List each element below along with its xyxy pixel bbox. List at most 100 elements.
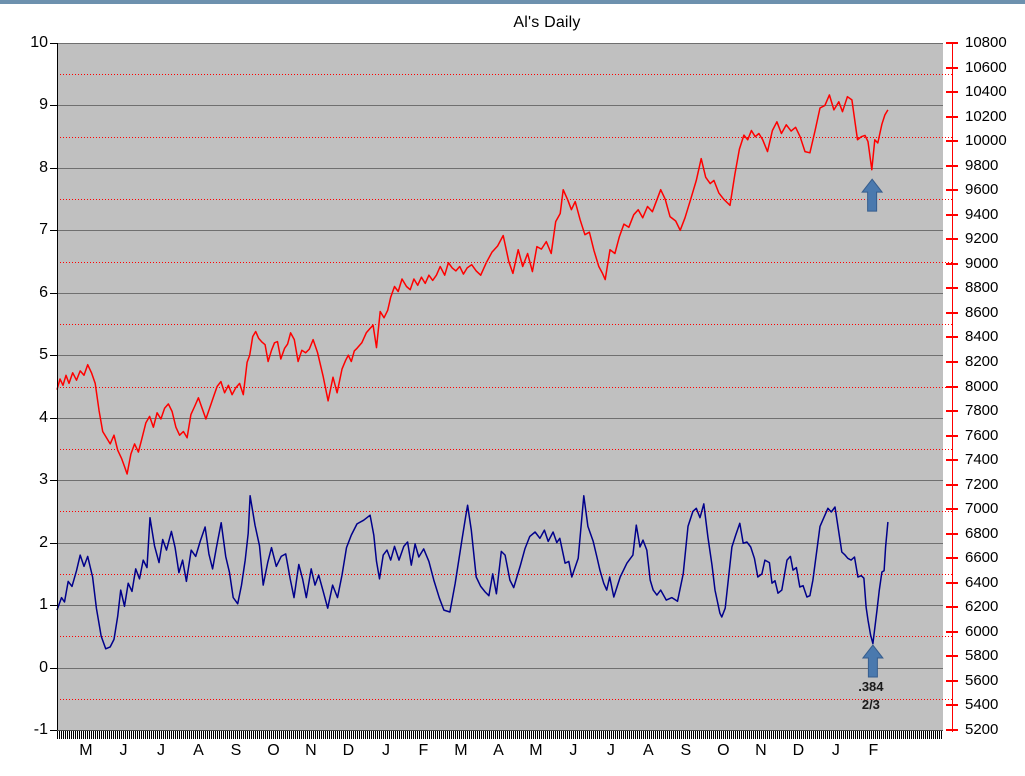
right-axis-tick [946,115,958,118]
series-layer: .384 2/3 [56,94,889,712]
x-axis-month-label: A [193,742,204,759]
left-axis-tick-label: 2 [39,533,48,551]
right-axis-tick [946,557,958,560]
left-axis-tick [50,605,57,607]
x-axis-month-label: F [868,742,879,759]
right-axis-tick-label: 8400 [965,328,999,346]
left-axis-tick-label: 3 [39,471,48,489]
x-axis-month-label: J [569,742,578,759]
x-axis-month-label: J [381,742,390,759]
right-axis-tick [946,91,958,94]
right-axis-tick-label: 6600 [965,549,999,567]
chart-title: Al's Daily [513,14,581,31]
right-axis-tick-label: 8200 [965,352,999,370]
right-axis-tick [946,213,958,216]
right-axis-tick [946,360,958,363]
right-axis-tick [946,532,958,535]
left-axis-tick [50,43,57,44]
price-series-line [56,94,889,475]
x-axis-month-label: J [156,742,165,759]
right-axis-tick-label: 9000 [965,254,999,272]
right-axis-tick [946,606,958,609]
right-axis-tick-label: 5800 [965,647,999,665]
right-axis-tick [946,655,958,658]
left-axis-tick [50,542,57,544]
x-axis-month-label: F [418,742,429,759]
right-axis-tick [946,140,958,143]
left-axis-tick-label: 1 [39,596,48,614]
left-axis-tick-label: -1 [33,721,48,738]
right-axis-tick-label: 6000 [965,622,999,640]
left-axis-tick-label: 9 [39,96,48,114]
x-axis-month-label: J [606,742,615,759]
arrow-annotation-label: .384 [858,679,884,694]
right-axis-tick [946,729,958,731]
x-axis-month-label: J [119,742,128,759]
solid-gridline [57,480,943,482]
x-axis-month-label: S [680,742,692,759]
right-axis-tick [946,311,958,314]
right-axis-line [952,43,953,732]
right-axis-tick [946,238,958,241]
right-axis-tick [946,483,958,486]
left-axis-tick-label: 8 [39,158,48,176]
dotted-red-gridline [57,74,952,76]
dotted-red-gridline [57,136,952,138]
solid-gridline [57,167,943,169]
left-axis-tick [50,167,57,169]
x-axis-month-label: D [792,742,805,759]
x-axis-month-label: N [305,742,317,759]
x-axis-line [57,730,943,731]
left-axis-tick [50,292,57,294]
right-axis-tick-label: 5400 [965,696,999,714]
solid-gridline [57,230,943,232]
right-axis-tick-label: 5200 [965,721,999,738]
x-axis-month-label: O [267,742,280,759]
left-axis-tick [50,105,57,107]
x-axis-month-label: O [717,742,730,759]
right-axis-tick-label: 9400 [965,205,999,223]
right-axis-tick [946,164,958,167]
up-arrow-annotation [861,644,884,678]
right-axis-tick [946,508,958,511]
left-axis-tick [50,667,57,669]
right-axis-tick-label: 10800 [965,34,1007,51]
right-axis-tick-label: 6200 [965,598,999,616]
right-axis-tick [946,262,958,265]
left-axis-tick [50,730,57,731]
right-axis-tick-label: 8600 [965,303,999,321]
x-axis-daily-tick-comb [57,731,943,739]
right-axis-tick-label: 9800 [965,156,999,174]
up-arrow-annotation [861,178,884,212]
right-axis-tick-label: 5600 [965,671,999,689]
left-axis-tick [50,417,57,419]
right-axis-tick [946,336,958,339]
arrow-annotation-label: 2/3 [862,697,880,712]
right-axis-tick [946,42,958,44]
left-axis-tick [50,230,57,232]
right-axis-tick-label: 7000 [965,500,999,518]
x-axis-month-label: N [755,742,767,759]
x-axis-month-label: M [79,742,93,759]
right-axis-tick [946,679,958,682]
dotted-red-gridline [57,386,952,388]
dotted-red-gridline [57,448,952,450]
right-axis-tick [946,581,958,584]
dotted-red-gridline [57,261,952,263]
dotted-red-gridline [57,324,952,326]
right-axis-tick [946,459,958,462]
right-axis-tick-label: 6800 [965,524,999,542]
solid-gridline [57,605,943,607]
left-axis-tick [50,480,57,482]
x-axis-month-label: S [230,742,242,759]
right-axis-tick-label: 7800 [965,402,999,420]
solid-gridline [57,292,943,294]
right-axis-tick [946,704,958,707]
dotted-red-gridline [57,636,952,638]
left-axis-line [57,43,58,738]
right-axis-tick-label: 10000 [965,132,1007,150]
left-axis-tick-label: 6 [39,283,48,301]
right-axis-tick [946,385,958,388]
x-axis-month-label: J [831,742,840,759]
